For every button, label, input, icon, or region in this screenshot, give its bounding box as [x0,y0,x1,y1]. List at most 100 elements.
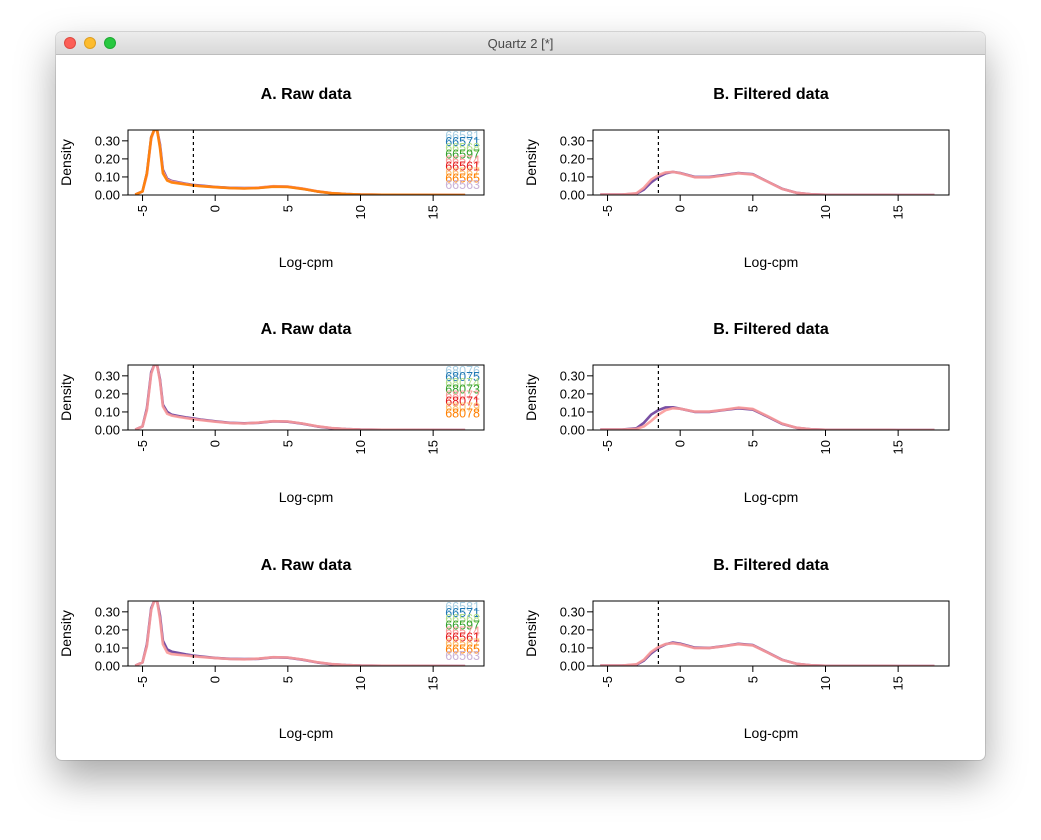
y-tick-label: 0.00 [95,423,120,438]
y-tick-label: 0.10 [95,404,120,419]
x-axis-title: Log-cpm [744,254,798,270]
y-tick-label: 0.20 [95,151,120,166]
legend-entry: 66567 [445,166,480,180]
x-axis-title: Log-cpm [744,725,798,741]
x-axis-title: Log-cpm [744,489,798,505]
y-tick-label: 0.10 [560,640,585,655]
legend-entry: 66568 [445,612,480,626]
plot-frame [127,364,485,431]
density-line-1 [600,170,935,195]
x-tick-label: 5 [280,440,295,447]
legend-entry: 66597 [445,147,480,161]
x-tick-label: -5 [135,205,150,217]
y-tick-label: 0.10 [95,169,120,184]
x-tick-label: 0 [208,205,223,212]
y-tick-label: 0.00 [560,659,585,674]
legend: 6658166571665686659766574665616656766565… [445,129,480,192]
x-tick-label: 10 [818,205,833,219]
series-group [600,170,935,195]
quartz-window: Quartz 2 [*] A. Raw data 66581 66571 66568 6… [56,32,985,760]
x-axis-title: Log-cpm [279,725,333,741]
y-tick-label: 0.00 [560,423,585,438]
x-tick-label: 10 [353,205,368,219]
legend-entry: 66565 [445,172,480,186]
y-axis-title: Density [58,139,74,186]
legend-entry: 66567 [445,637,480,651]
legend-entry: 68075 [445,370,480,384]
y-tick-label: 0.30 [560,604,585,619]
y-axis-title: Density [58,610,74,657]
series-group [134,601,466,666]
density-panel-2: B. Filtered data 0.00 0.10 0.20 0.30 -5 0 5 10 15… [523,86,950,270]
close-button[interactable] [64,37,76,49]
legend-entry: 66574 [445,624,480,638]
y-tick-label: 0.30 [95,368,120,383]
plot-frame [127,600,485,667]
legend-entry: 68072 [445,388,480,402]
y-axis-title: Density [523,610,539,657]
y-axis-title: Density [523,374,539,421]
x-tick-label: -5 [600,676,615,688]
y-tick-label: 0.30 [95,604,120,619]
legend-entry: 66571 [445,135,480,149]
plots-svg: A. Raw data66581665716656866597665746656… [58,86,950,741]
plot-frame [592,364,950,431]
legend-entry: 68074 [445,376,480,390]
x-tick-label: 0 [673,440,688,447]
density-line-1 [600,405,935,430]
y-tick-label: 0.00 [95,188,120,203]
density-panel-5: A. Raw data 66581665716656866597665746656… [58,557,485,741]
x-tick-label: 15 [891,440,906,454]
legend-entry: 66571 [445,606,480,620]
y-tick-label: 0.20 [95,386,120,401]
panel-title: A. Raw data [261,86,352,103]
x-tick-label: 10 [818,676,833,690]
legend-entry: 66581 [445,129,480,143]
x-tick-label: -5 [135,440,150,452]
density-line-3 [134,130,466,195]
x-tick-label: 15 [891,676,906,690]
series-group [134,130,466,195]
density-line-2 [134,365,466,430]
zoom-button[interactable] [104,37,116,49]
panel-title: A. Raw data [261,557,352,574]
x-tick-label: 5 [745,440,760,447]
legend-entry: 68076 [445,364,480,378]
density-panel-3: A. Raw data68076680756807468073680726807… [58,321,485,505]
y-tick-label: 0.30 [95,133,120,148]
x-tick-label: 10 [353,440,368,454]
density-panel-6: B. Filtered data 0.00 0.10 0.20 0.30 -5 0 5 10 15… [523,557,950,741]
x-tick-label: 0 [208,440,223,447]
plot-canvas: A. Raw data 66581 66571 66568 66597 66574 6656… [56,55,985,760]
legend: 6658166571665686659766574665616656766565… [445,600,480,663]
x-tick-label: 15 [891,205,906,219]
plot-frame [127,129,485,196]
x-tick-label: 10 [353,676,368,690]
x-tick-label: -5 [600,205,615,217]
legend-entry: 68071 [445,395,480,409]
x-axis-title: Log-cpm [279,254,333,270]
y-tick-label: 0.20 [95,622,120,637]
x-tick-label: 5 [745,676,760,683]
y-tick-label: 0.20 [560,386,585,401]
x-tick-label: 5 [280,676,295,683]
legend-entry: 68079 [445,401,480,415]
y-tick-label: 0.00 [95,659,120,674]
x-tick-label: 10 [818,440,833,454]
title-bar[interactable]: Quartz 2 [*] [56,32,985,55]
x-tick-label: 5 [745,205,760,212]
x-tick-label: 0 [673,676,688,683]
x-tick-label: 5 [280,205,295,212]
y-tick-label: 0.30 [560,133,585,148]
legend-entry: 66597 [445,618,480,632]
legend-entry: 66563 [445,178,480,192]
legend-entry: 66568 [445,141,480,155]
legend-entry: 68078 [445,407,480,421]
series-group [600,405,935,430]
x-tick-label: 15 [426,440,441,454]
window-title: Quartz 2 [*] [487,36,554,51]
minimize-button[interactable] [84,37,96,49]
legend-entry: 66581 [445,600,480,614]
y-axis-title: Density [523,139,539,186]
